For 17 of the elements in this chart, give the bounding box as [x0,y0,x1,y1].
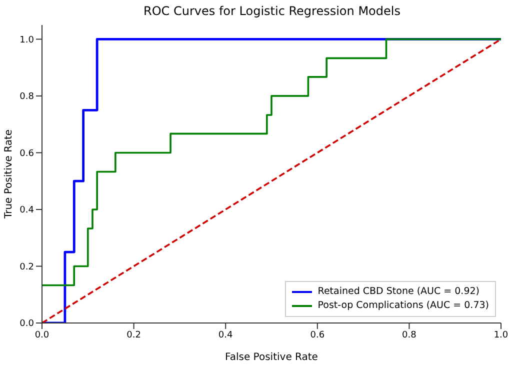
y-tick-label: 0.8 [20,92,34,102]
legend-label: Post-op Complications (AUC = 0.73) [318,299,489,313]
y-tick-label: 0.2 [20,262,34,272]
x-tick-label: 0.0 [34,330,50,340]
x-tick-label: 0.2 [126,330,141,340]
y-tick-label: 0.0 [20,319,34,330]
y-tick-label: 0.4 [20,206,34,216]
x-axis-title: False Positive Rate [225,352,318,364]
x-tick-label: 0.8 [402,330,417,340]
chart-title: ROC Curves for Logistic Regression Models [142,4,402,18]
x-tick-label: 0.4 [218,330,234,340]
x-tick-label: 1.0 [494,330,508,340]
y-tick-label: 0.6 [20,148,34,159]
legend-label: Retained CBD Stone (AUC = 0.92) [318,285,480,299]
y-axis-title: True Positive Rate [4,129,15,220]
x-tick-label: 0.6 [310,330,325,340]
y-tick-label: 1.0 [20,35,34,46]
